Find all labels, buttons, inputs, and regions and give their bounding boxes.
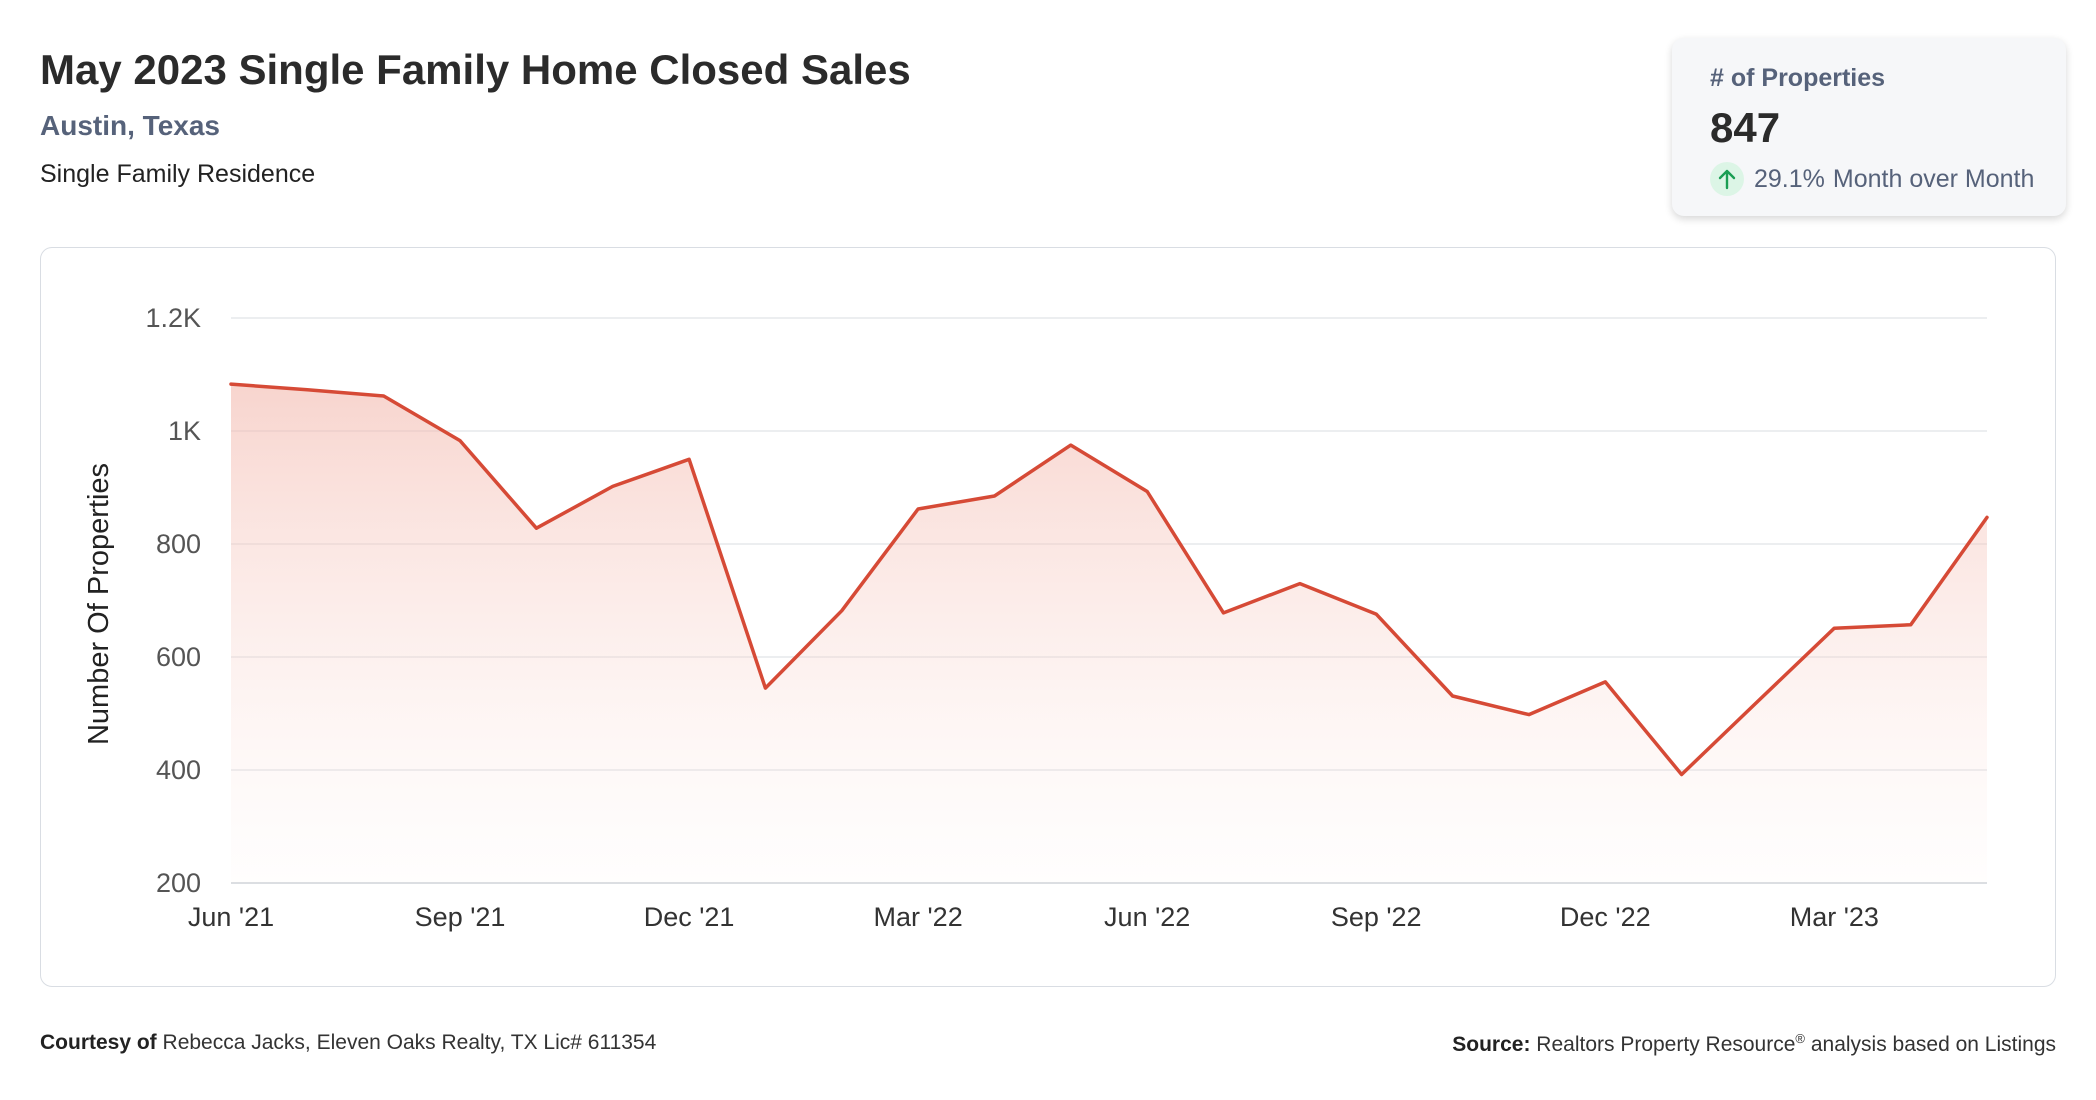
stat-change-row: 29.1% Month over Month (1710, 160, 2034, 198)
registered-mark: ® (1795, 1031, 1805, 1046)
stat-card: # of Properties 847 29.1% Month over Mon… (1672, 38, 2066, 216)
x-tick-label: Mar '23 (1790, 902, 1879, 932)
x-tick-label: Sep '22 (1331, 902, 1422, 932)
y-axis-label: Number Of Properties (83, 463, 115, 745)
source-suffix: analysis based on Listings (1810, 1033, 2056, 1056)
stat-label: # of Properties (1710, 64, 1886, 92)
location-label: Austin, Texas (40, 110, 220, 141)
arrow-up-icon (1710, 162, 1744, 196)
closed-sales-chart: 200 400 600 800 1K 1.2K Jun '21 Sep '21 Dec '21… (83, 303, 1989, 932)
source-text: Realtors Property Resource (1536, 1033, 1796, 1056)
x-tick-label: Dec '21 (644, 902, 735, 932)
x-tick-label: Jun '21 (188, 902, 274, 932)
y-tick-label: 1.2K (145, 303, 201, 333)
y-tick-label: 600 (156, 642, 201, 672)
x-tick-label: Dec '22 (1560, 902, 1651, 932)
y-tick-label: 200 (156, 868, 201, 898)
stat-value: 847 (1710, 104, 1781, 151)
stat-change-text: Month over Month (1832, 164, 2035, 193)
y-tick-label: 1K (168, 416, 201, 446)
x-tick-label: Mar '22 (874, 902, 963, 932)
courtesy-footer: Courtesy of Rebecca Jacks, Eleven Oaks R… (40, 1031, 656, 1055)
source-label: Source: (1452, 1033, 1531, 1056)
property-type-label: Single Family Residence (40, 160, 316, 188)
x-tick-label: Sep '21 (415, 902, 506, 932)
source-footer: Source: Realtors Property Resource® anal… (1452, 1031, 2056, 1057)
courtesy-text: Rebecca Jacks, Eleven Oaks Realty, TX Li… (162, 1031, 657, 1054)
stat-change-percent: 29.1% (1754, 164, 1825, 193)
page-title: May 2023 Single Family Home Closed Sales (40, 46, 911, 93)
x-tick-label: Jun '22 (1104, 902, 1190, 932)
courtesy-label: Courtesy of (40, 1031, 157, 1054)
series-line (229, 382, 1989, 777)
y-tick-label: 400 (156, 755, 201, 785)
chart-card: 200 400 600 800 1K 1.2K Jun '21 Sep '21 Dec '21… (40, 247, 2056, 987)
area-fill (231, 384, 1987, 883)
y-tick-label: 800 (156, 529, 201, 559)
